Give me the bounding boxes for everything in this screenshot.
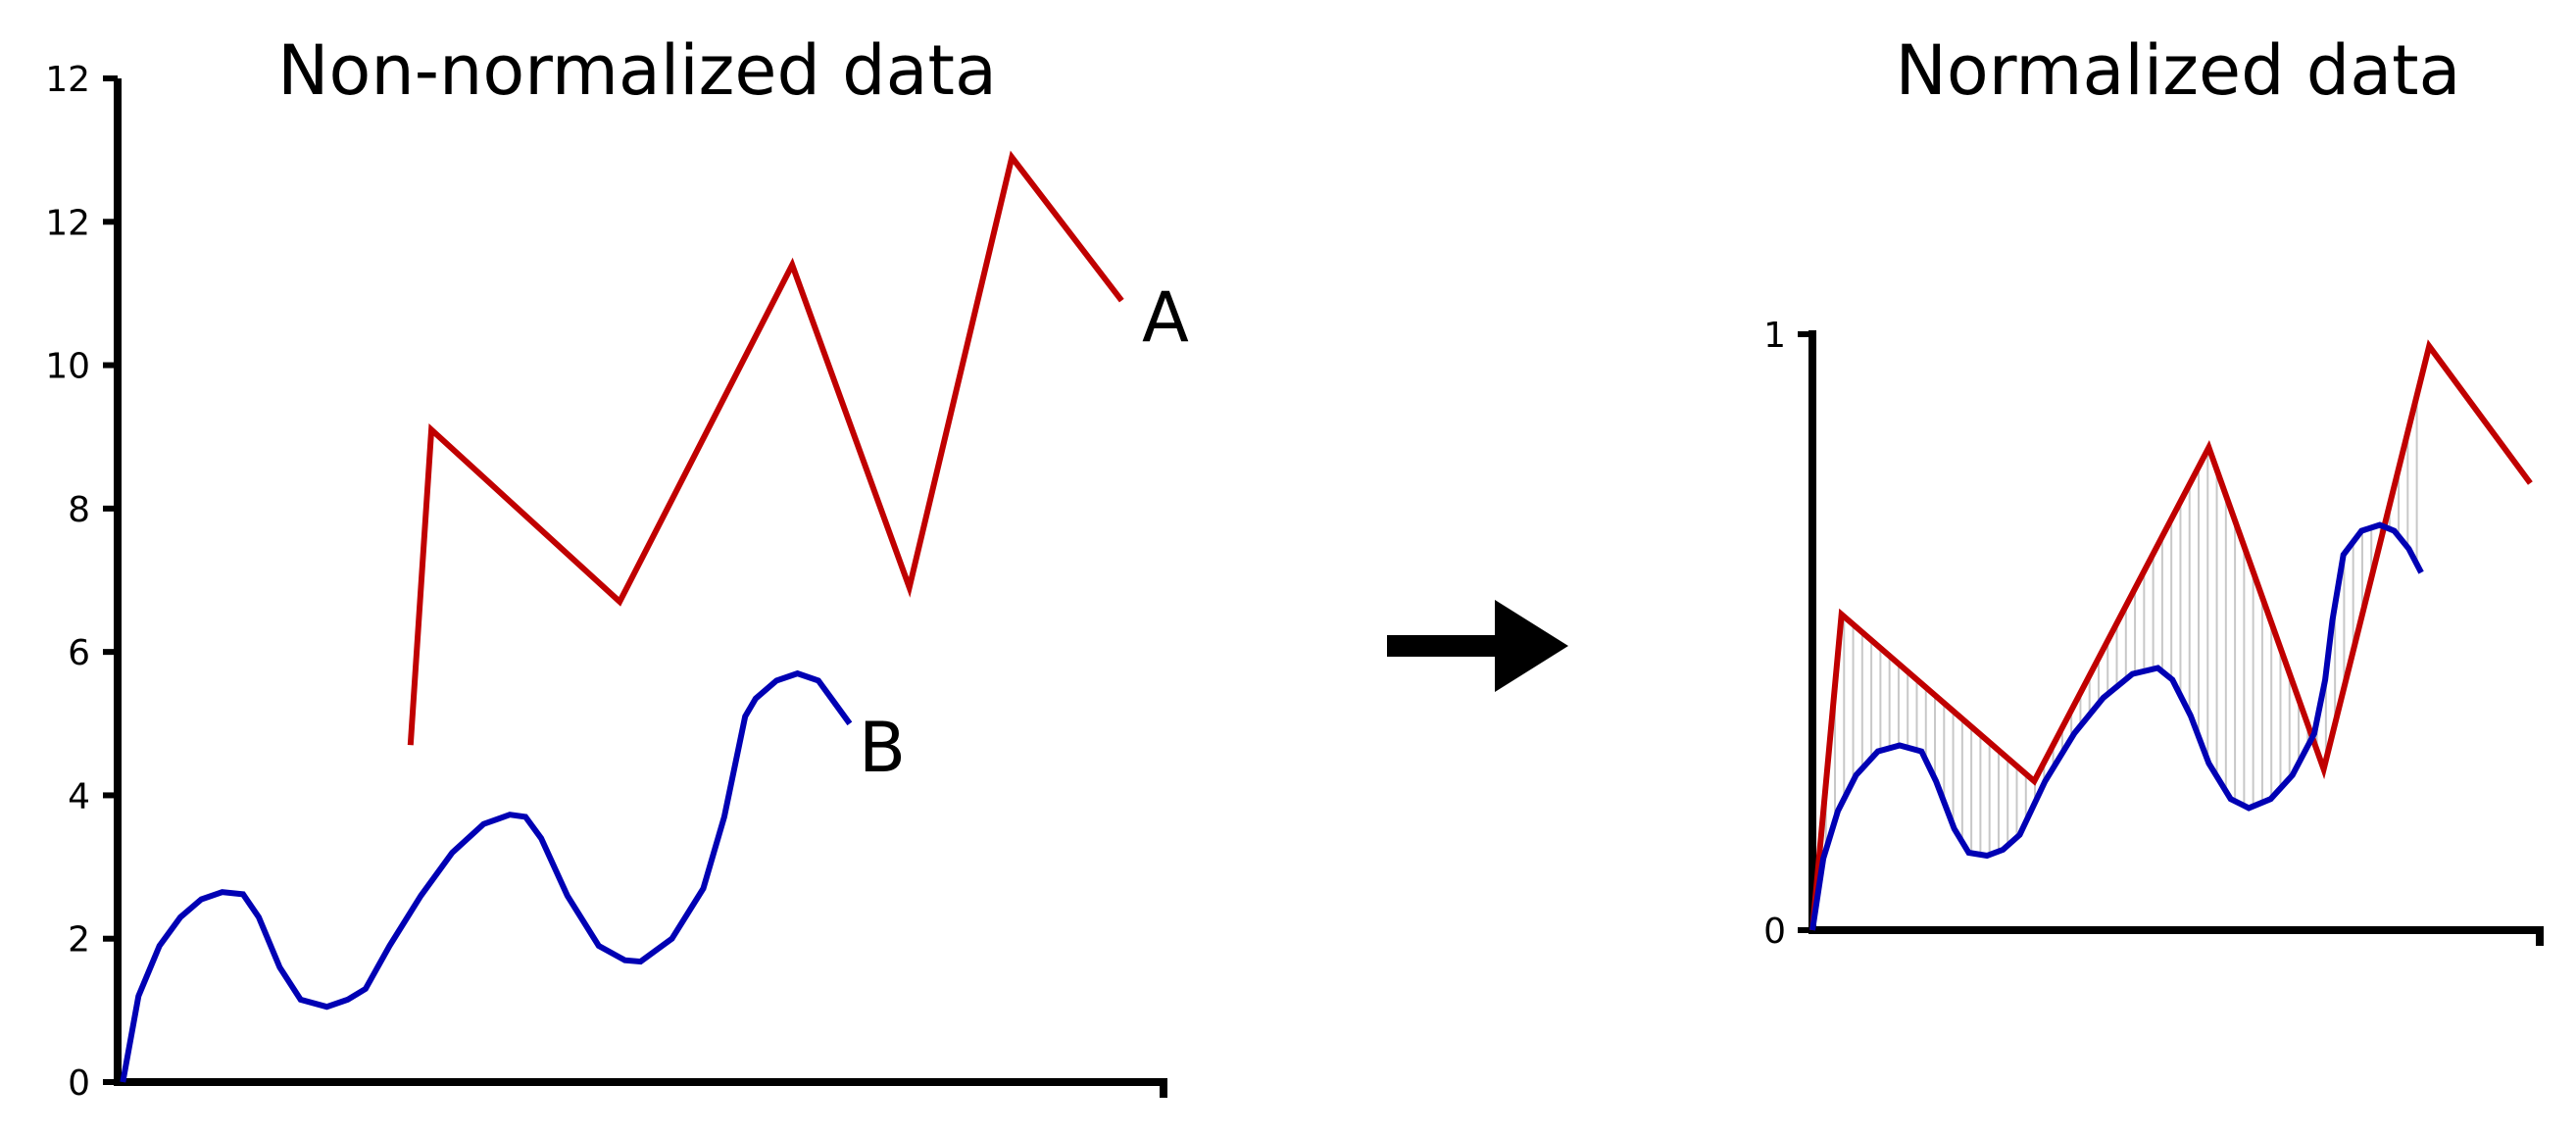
chart-non-normalized: Non-normalized data 0 2 4 6 8 10 12 12 A B (45, 30, 1189, 1104)
chart-title: Normalized data (1896, 30, 2461, 111)
chart-title: Non-normalized data (277, 30, 997, 111)
y-tick-label: 0 (1763, 912, 1786, 952)
y-tick-label: 0 (68, 1063, 90, 1104)
y-tick-label: 2 (68, 920, 90, 961)
y-tick-label: 8 (68, 490, 90, 530)
series-b-line (1809, 521, 2424, 931)
y-tick-label: 12 (45, 60, 90, 100)
series-a-line (1809, 339, 2533, 931)
right-arrow-icon (1387, 600, 1568, 692)
y-tick-label: 4 (68, 776, 90, 816)
series-a-line (407, 150, 1124, 746)
y-tick-label: 10 (45, 347, 90, 387)
series-label-a: A (1142, 277, 1189, 358)
y-tick-label: 1 (1763, 316, 1786, 356)
y-tick-label: 6 (68, 633, 90, 673)
y-tick-label: 12 (45, 203, 90, 243)
chart-normalized: Normalized data 0 1 (1763, 30, 2544, 952)
arrow-shaft (1387, 635, 1500, 657)
arrow-head (1495, 600, 1568, 692)
series-label-b: B (859, 708, 906, 788)
series-b-line (120, 669, 853, 1083)
